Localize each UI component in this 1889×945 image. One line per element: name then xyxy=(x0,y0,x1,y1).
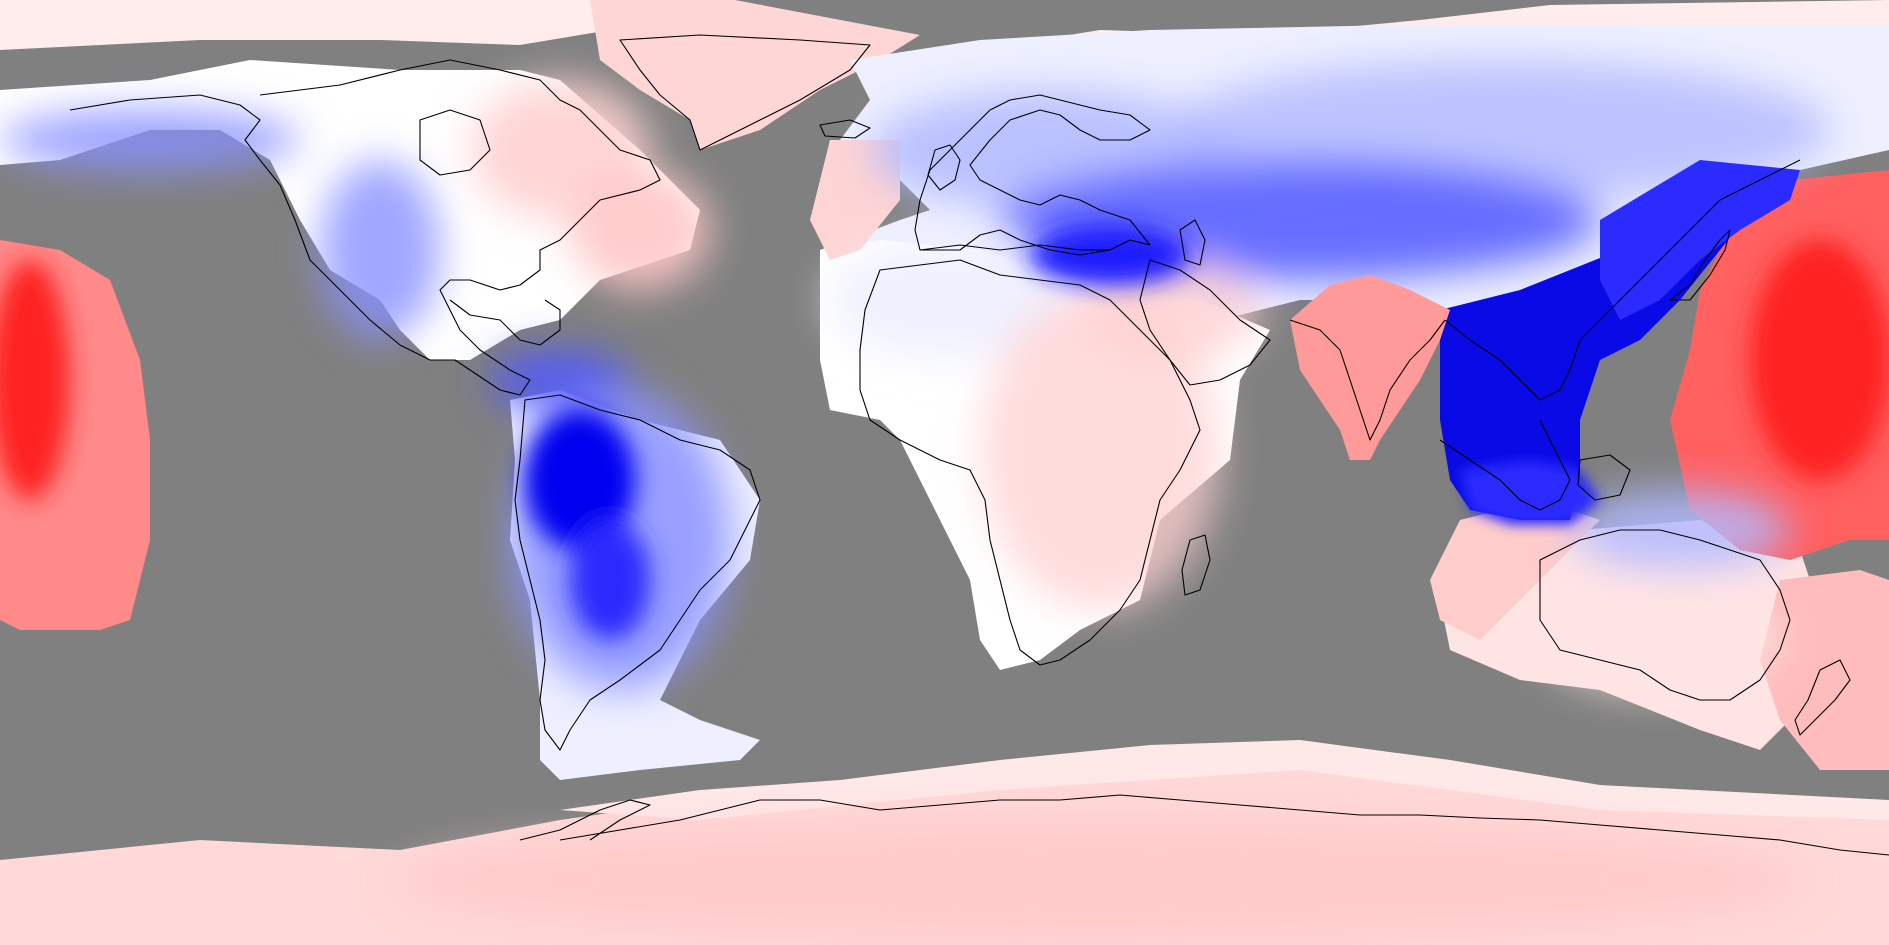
coastline-south-america xyxy=(514,394,761,751)
coastline-southeast-asia xyxy=(1439,419,1571,511)
northwest-pacific-core xyxy=(1750,240,1889,480)
western-us-negative xyxy=(320,160,440,340)
mid-atlantic-strip xyxy=(810,140,900,260)
arabia-positive xyxy=(1080,260,1260,360)
north-africa-light xyxy=(830,240,1070,360)
antarctic-positive xyxy=(400,820,1800,940)
coastline-britain xyxy=(927,144,961,191)
coastline-africa xyxy=(859,259,1201,666)
coastlines xyxy=(69,34,1889,856)
coastline-mediterranean xyxy=(919,244,1110,251)
coastline-india xyxy=(1289,319,1446,441)
east-asia-coast-band xyxy=(1600,160,1800,320)
coastline-antarctica xyxy=(559,794,1889,856)
coastline-borneo xyxy=(1577,454,1631,501)
coastline-australia xyxy=(1539,529,1791,701)
coastline-hudson-bay xyxy=(419,109,491,176)
east-africa-positive xyxy=(980,290,1220,610)
coastline-east-asia xyxy=(1444,159,1801,401)
coastline-greenland xyxy=(619,34,871,151)
coastline-madagascar xyxy=(1181,534,1211,596)
coastline-north-america xyxy=(69,59,661,396)
andes-core-south xyxy=(570,520,650,640)
arctic-cap-fill xyxy=(0,0,735,50)
anomaly-cores xyxy=(0,225,1889,640)
coastline-iceland xyxy=(819,119,871,139)
pacific-west-core xyxy=(0,260,70,500)
coastline-new-zealand xyxy=(1794,659,1851,736)
andes-core xyxy=(525,410,635,550)
new-zealand-fill xyxy=(1760,570,1889,770)
greenland-fill xyxy=(590,0,920,150)
southern-ocean-ring xyxy=(560,740,1889,820)
australia-north-negative xyxy=(1570,490,1790,570)
australia-south-positive xyxy=(1540,590,1780,690)
indian-ocean-south-fill xyxy=(1430,500,1600,640)
turkey-core xyxy=(1030,225,1190,285)
anomaly-shading xyxy=(0,60,1830,940)
atlantic-east-positive xyxy=(570,170,710,290)
coastline-caspian xyxy=(1179,219,1206,266)
coastline-europe xyxy=(914,94,1151,256)
india-positive xyxy=(1290,275,1450,460)
coastline-gulf xyxy=(449,299,561,346)
alaska-negative xyxy=(0,110,300,170)
coastline-arabia xyxy=(1139,259,1271,386)
coastline-antarctic-peninsula xyxy=(519,799,651,841)
coastline-japan xyxy=(1669,229,1731,301)
